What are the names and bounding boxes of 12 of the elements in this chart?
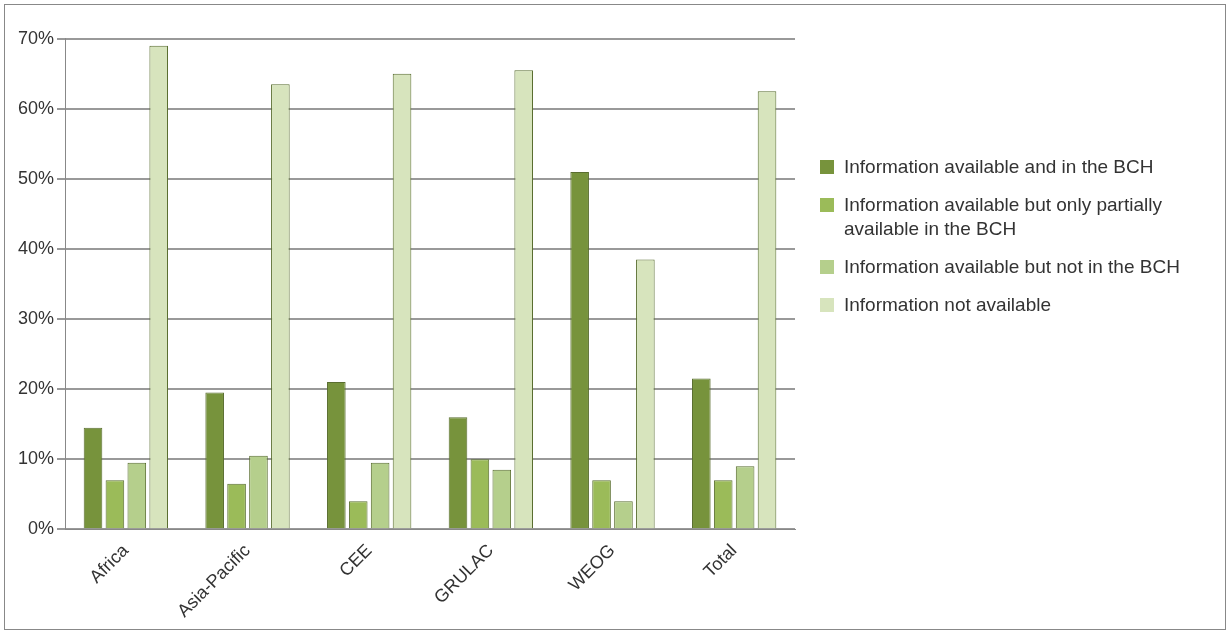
legend-label: Information available and in the BCH	[844, 155, 1154, 179]
y-tick-label: 70%	[18, 27, 55, 48]
y-tick-label: 50%	[18, 167, 55, 188]
legend-label: Information available but not in the BCH	[844, 255, 1180, 279]
legend-label: Information available but only partially available in the BCH	[844, 193, 1163, 241]
y-tick-label: 40%	[18, 237, 55, 258]
y-tick-label: 0%	[28, 518, 55, 539]
y-tick-label: 20%	[18, 378, 55, 399]
y-tick-label: 60%	[18, 97, 55, 118]
y-tick-label: 10%	[18, 448, 55, 469]
legend-label: Information not available	[844, 293, 1052, 317]
y-tick-label: 30%	[18, 308, 55, 329]
